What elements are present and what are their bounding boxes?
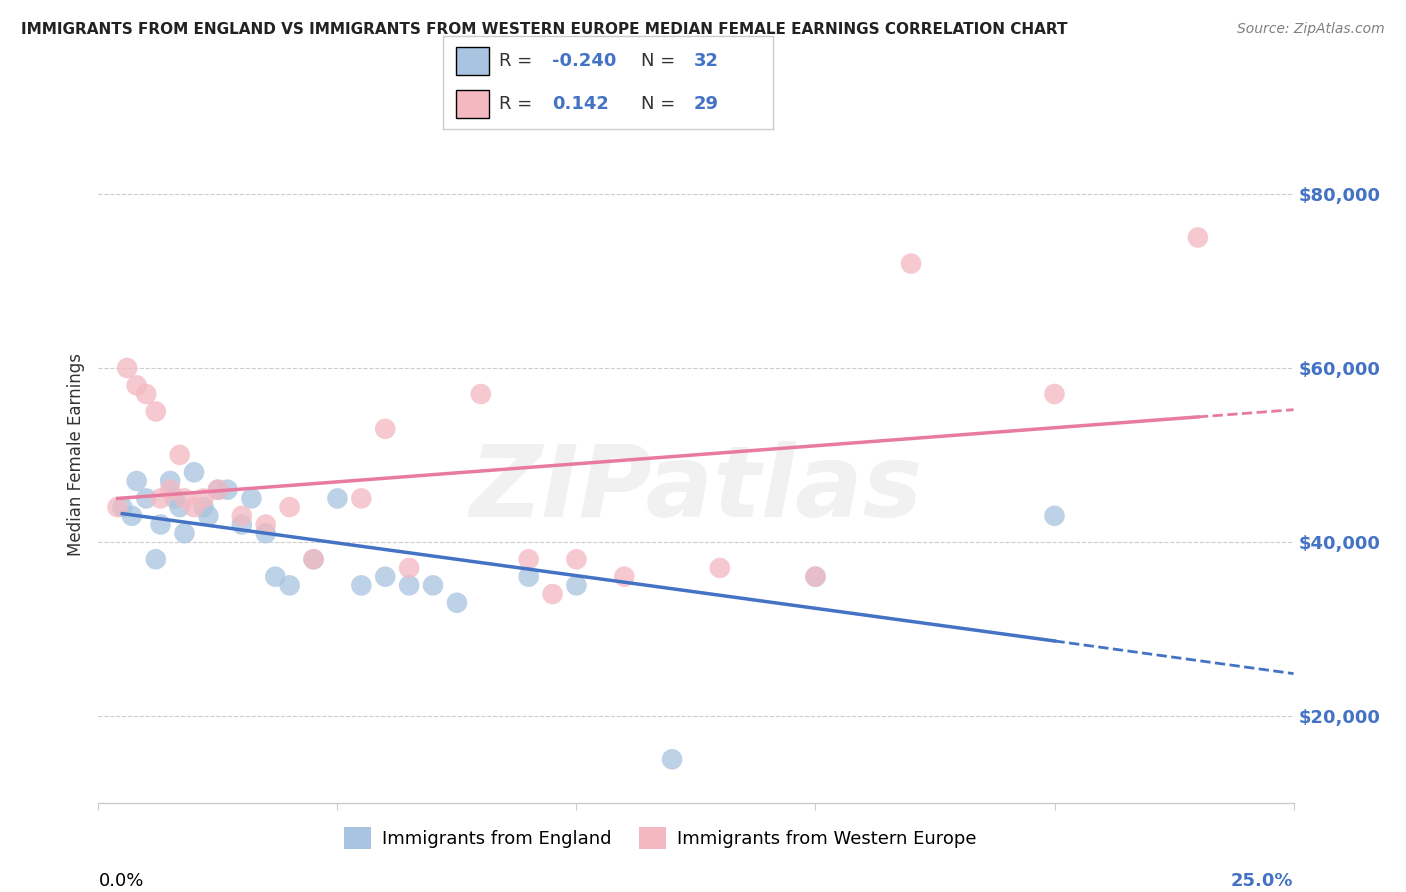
Point: [240, 491, 263, 506]
Point: [145, 404, 167, 418]
Point: [125, 378, 148, 392]
Point: [135, 491, 157, 506]
Point: [350, 491, 373, 506]
Point: [207, 483, 229, 497]
Point: [422, 578, 444, 592]
Point: [278, 578, 301, 592]
Point: [350, 578, 373, 592]
Point: [145, 552, 167, 566]
Point: [446, 596, 468, 610]
Point: [613, 570, 636, 584]
Text: R =: R =: [499, 95, 538, 113]
Point: [398, 578, 420, 592]
Point: [107, 500, 129, 514]
Point: [326, 491, 349, 506]
Point: [900, 257, 922, 271]
Point: [159, 474, 181, 488]
Point: [173, 491, 195, 506]
Point: [398, 561, 420, 575]
Point: [169, 448, 191, 462]
Point: [804, 570, 827, 584]
Point: [1043, 508, 1066, 523]
Text: Source: ZipAtlas.com: Source: ZipAtlas.com: [1237, 22, 1385, 37]
Point: [207, 483, 229, 497]
Point: [517, 570, 540, 584]
Legend: Immigrants from England, Immigrants from Western Europe: Immigrants from England, Immigrants from…: [337, 820, 983, 856]
Point: [661, 752, 683, 766]
Point: [517, 552, 540, 566]
FancyBboxPatch shape: [456, 47, 489, 75]
Point: [254, 526, 277, 541]
Point: [115, 361, 138, 376]
Point: [1187, 230, 1209, 244]
Point: [254, 517, 277, 532]
FancyBboxPatch shape: [456, 90, 489, 118]
Point: [541, 587, 564, 601]
Text: 29: 29: [695, 95, 718, 113]
Point: [135, 387, 157, 401]
Point: [804, 570, 827, 584]
Point: [121, 508, 143, 523]
Point: [111, 500, 134, 514]
Point: [173, 526, 195, 541]
Text: 0.142: 0.142: [553, 95, 609, 113]
Text: -0.240: -0.240: [553, 52, 616, 70]
Point: [193, 500, 215, 514]
Point: [302, 552, 325, 566]
Point: [264, 570, 287, 584]
Point: [169, 500, 191, 514]
Point: [565, 578, 588, 592]
Text: N =: N =: [641, 95, 681, 113]
Point: [709, 561, 731, 575]
Point: [163, 491, 186, 506]
Text: N =: N =: [641, 52, 681, 70]
Y-axis label: Median Female Earnings: Median Female Earnings: [66, 353, 84, 557]
Point: [470, 387, 492, 401]
Text: IMMIGRANTS FROM ENGLAND VS IMMIGRANTS FROM WESTERN EUROPE MEDIAN FEMALE EARNINGS: IMMIGRANTS FROM ENGLAND VS IMMIGRANTS FR…: [21, 22, 1067, 37]
Point: [125, 474, 148, 488]
Point: [565, 552, 588, 566]
Text: 25.0%: 25.0%: [1232, 872, 1294, 890]
Point: [231, 508, 253, 523]
Point: [193, 491, 215, 506]
Point: [217, 483, 239, 497]
Point: [231, 517, 253, 532]
Point: [374, 422, 396, 436]
Point: [149, 491, 172, 506]
Point: [302, 552, 325, 566]
Point: [278, 500, 301, 514]
Point: [1043, 387, 1066, 401]
Point: [183, 500, 205, 514]
Point: [197, 508, 219, 523]
Point: [159, 483, 181, 497]
Text: R =: R =: [499, 52, 538, 70]
Point: [374, 570, 396, 584]
Text: 0.0%: 0.0%: [98, 872, 143, 890]
Point: [149, 517, 172, 532]
Text: ZIPatlas: ZIPatlas: [470, 442, 922, 538]
Text: 32: 32: [695, 52, 718, 70]
Point: [183, 466, 205, 480]
